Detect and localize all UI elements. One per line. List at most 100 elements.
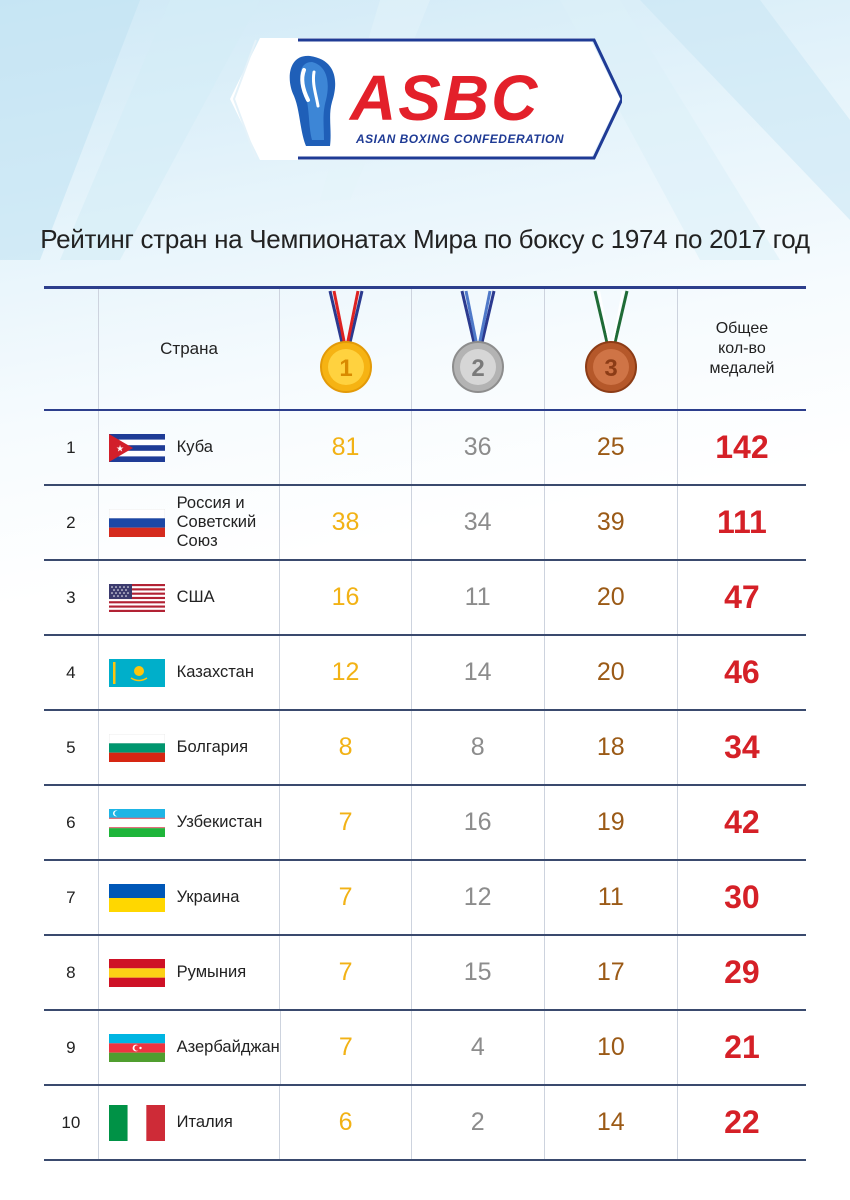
medal-table: Страна 1 2	[44, 286, 806, 1161]
total-count: 42	[724, 804, 760, 840]
table-row: 2 Россия и Советский Союз 38 34 39 111	[44, 486, 806, 561]
rank-cell: 5	[44, 711, 99, 784]
table-header-row: Страна 1 2	[44, 286, 806, 411]
total-count: 142	[715, 429, 769, 465]
kazakhstan-flag-icon	[108, 658, 165, 687]
country-name: Россия и Советский Союз	[177, 494, 257, 551]
header-total-line3: медалей	[709, 360, 775, 377]
bronze-count: 18	[545, 711, 678, 784]
rank-cell: 3	[44, 561, 99, 634]
table-row: 6 Узбекистан 7 16 19 42	[44, 786, 806, 861]
gold-count: 6	[280, 1086, 412, 1159]
asbc-logo: ASBC ASIAN BOXING CONFEDERATION	[228, 36, 622, 162]
azerbaijan-flag-icon	[108, 1033, 165, 1062]
bronze-count: 11	[545, 861, 678, 934]
header-total-cell: Общее кол-во медалей	[678, 289, 806, 409]
country-cell: Россия и Советский Союз	[99, 486, 281, 559]
gold-count: 16	[280, 561, 412, 634]
table-row: 5 Болгария 8 8 18 34	[44, 711, 806, 786]
country-name: Куба	[176, 438, 213, 456]
silver-count: 11	[412, 561, 545, 634]
romania-flag-icon	[108, 958, 165, 987]
country-cell: Румыния	[99, 936, 281, 1009]
country-name: Казахстан	[176, 663, 254, 681]
table-row: 1 ★ Куба 81 36 25 142	[44, 411, 806, 486]
silver-count: 34	[412, 486, 545, 559]
bronze-count: 10	[545, 1011, 678, 1084]
country-cell: Узбекистан	[99, 786, 281, 859]
country-name-line2: Советский	[176, 513, 257, 531]
total-count: 30	[724, 879, 760, 915]
gold-medal-number: 1	[339, 355, 352, 382]
rank-cell: 7	[44, 861, 99, 934]
svg-text:★: ★	[116, 444, 124, 454]
table-row: 4 Казахстан 12 14 20 46	[44, 636, 806, 711]
rank-cell: 1	[44, 411, 99, 484]
gold-count: 12	[280, 636, 412, 709]
country-name-line1: Россия и	[176, 494, 245, 512]
rank-cell: 6	[44, 786, 99, 859]
cuba-flag-icon: ★	[108, 433, 165, 462]
rank-cell: 9	[44, 1011, 99, 1084]
total-count: 34	[724, 729, 760, 765]
header-total-line1: Общее	[715, 320, 769, 337]
header-country-label: Страна	[160, 339, 218, 358]
italy-flag-icon	[108, 1104, 165, 1141]
gold-medal-icon: 1	[319, 290, 372, 393]
uzbekistan-flag-icon	[108, 808, 165, 837]
total-count: 111	[716, 504, 767, 540]
page-title: Рейтинг стран на Чемпионатах Мира по бок…	[40, 224, 810, 254]
total-count: 47	[724, 579, 760, 615]
header-rank-cell	[44, 289, 99, 409]
country-cell: Болгария	[99, 711, 281, 784]
silver-medal-icon: 2	[451, 290, 504, 393]
total-count: 21	[724, 1029, 760, 1065]
country-cell: Италия	[99, 1086, 281, 1159]
boxing-glove-icon	[289, 55, 336, 146]
country-name: Румыния	[176, 963, 247, 981]
silver-count: 36	[412, 411, 545, 484]
bronze-count: 20	[545, 636, 678, 709]
logo-banner-shape	[230, 38, 622, 160]
silver-count: 16	[412, 786, 545, 859]
country-cell: ★ Куба	[99, 411, 281, 484]
table-row: 7 Украина 7 12 11 30	[44, 861, 806, 936]
usa-flag-icon	[108, 583, 165, 612]
silver-medal-number: 2	[471, 355, 484, 382]
country-cell: США	[99, 561, 281, 634]
bronze-count: 20	[545, 561, 678, 634]
bronze-medal-icon: 3	[584, 290, 637, 393]
country-name: Италия	[176, 1113, 233, 1131]
header-country-cell: Страна	[99, 289, 281, 409]
country-name: Украина	[176, 888, 240, 906]
gold-count: 81	[280, 411, 412, 484]
ukraine-flag-icon	[108, 883, 165, 912]
total-count: 46	[724, 654, 760, 690]
country-name: Болгария	[176, 738, 249, 756]
header-silver-cell: 2	[412, 289, 545, 409]
rank-cell: 4	[44, 636, 99, 709]
table-row: 10 Италия 6 2 14 22	[44, 1086, 806, 1161]
bulgaria-flag-icon	[108, 733, 165, 762]
bronze-count: 39	[545, 486, 678, 559]
country-name-line3: Союз	[176, 532, 218, 550]
rank-cell: 10	[44, 1086, 99, 1159]
country-cell: Казахстан	[99, 636, 281, 709]
logo-wordmark: ASBC	[350, 62, 540, 134]
gold-count: 7	[281, 1011, 412, 1084]
silver-count: 8	[412, 711, 545, 784]
bronze-count: 17	[545, 936, 678, 1009]
country-cell: Азербайджан	[99, 1011, 281, 1084]
gold-count: 7	[280, 936, 412, 1009]
table-row: 8 Румыния 7 15 17 29	[44, 936, 806, 1011]
table-row: 9 Азербайджан 7 4 10 21	[44, 1011, 806, 1086]
bronze-count: 14	[545, 1086, 678, 1159]
total-count: 29	[724, 954, 760, 990]
gold-count: 38	[280, 486, 412, 559]
silver-count: 12	[412, 861, 545, 934]
russia-flag-icon	[108, 508, 165, 537]
gold-count: 7	[280, 861, 412, 934]
silver-count: 4	[412, 1011, 545, 1084]
country-name: Узбекистан	[176, 813, 263, 831]
silver-count: 2	[412, 1086, 545, 1159]
